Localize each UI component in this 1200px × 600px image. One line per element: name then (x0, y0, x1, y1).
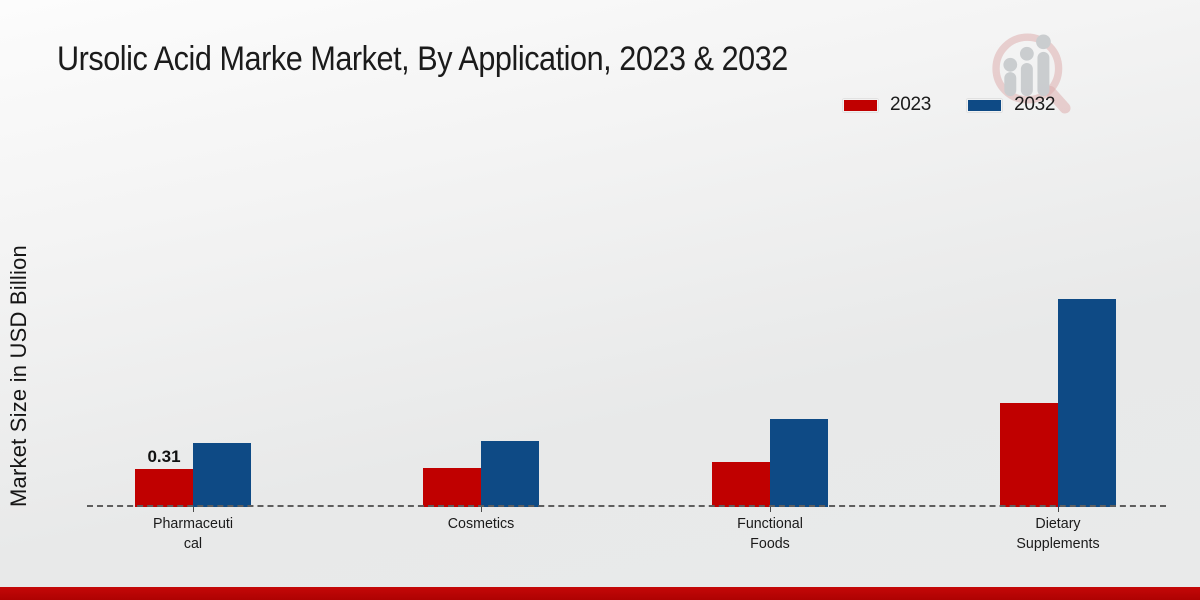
category-label-pharmaceutical: Pharmaceuti cal (152, 515, 234, 552)
legend-item-2032: 2032 (967, 94, 1055, 116)
x-axis-tick-dietary-supplements (1057, 507, 1059, 512)
legend: 2023 2032 (843, 94, 1055, 116)
bar-2032-dietary-supplements (1057, 299, 1116, 507)
legend-label-2032: 2032 (1014, 94, 1056, 115)
x-axis-tick-functional-foods (769, 507, 771, 512)
bar-2023-functional-foods (711, 462, 770, 507)
x-axis-tick-pharmaceutical (193, 507, 194, 512)
bar-value-label: 0.31 (147, 447, 181, 466)
category-label-dietary-supplements: Dietary Supplements (1016, 515, 1100, 552)
bar-2023-cosmetics (423, 468, 482, 507)
legend-item-2023: 2023 (843, 94, 931, 116)
footer-accent-bar (0, 587, 1200, 600)
bar-2032-functional-foods (769, 419, 828, 507)
chart-title: Ursolic Acid Marke Market, By Applicatio… (57, 40, 788, 78)
zero-baseline (87, 505, 1166, 507)
legend-swatch-2032-icon (967, 98, 1003, 112)
legend-swatch-2023-icon (843, 98, 878, 112)
bar-2023-dietary-supplements (999, 403, 1058, 507)
legend-label-2023: 2023 (890, 94, 932, 115)
bar-2023-pharmaceutical (135, 469, 193, 507)
magnifier-growth-chart-icon (985, 28, 1077, 120)
bar-2032-pharmaceutical (193, 443, 251, 507)
x-axis-tick-cosmetics (481, 507, 483, 512)
category-label-cosmetics: Cosmetics (448, 515, 515, 532)
category-label-functional-foods: Functional Foods (736, 515, 803, 552)
bar-2032-cosmetics (481, 441, 540, 507)
